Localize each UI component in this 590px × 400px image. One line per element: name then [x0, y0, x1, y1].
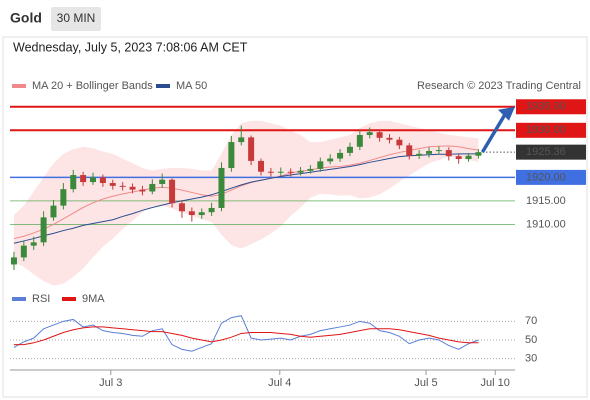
candle-body [327, 158, 334, 162]
candle-body [445, 150, 452, 157]
candle-body [406, 145, 413, 156]
candle-body [277, 171, 284, 173]
candle-body [426, 151, 433, 154]
legend-label: RSI [32, 293, 50, 305]
candle-body [287, 171, 294, 173]
x-tick-label: Jul 10 [481, 377, 510, 389]
candle-body [178, 203, 185, 212]
rsi-ma-line [13, 326, 479, 346]
instrument-title: Gold [10, 10, 42, 26]
candle-body [267, 171, 274, 173]
candle-body [169, 179, 176, 204]
candle-body [317, 161, 324, 169]
candle-body [208, 207, 215, 213]
legend-label: 9MA [82, 293, 105, 305]
candle-body [366, 132, 373, 136]
candle-body [99, 177, 106, 184]
candle-body [376, 132, 383, 138]
candle-body [455, 156, 462, 160]
candle-body [149, 183, 156, 192]
candle-body [10, 257, 17, 265]
chart-layer: MA 20 + Bollinger Bands MA 50 Research © 2… [10, 80, 586, 389]
legend-label: MA 50 [176, 80, 207, 92]
candle-body [80, 175, 87, 183]
legend-swatch [62, 297, 76, 301]
candle-body [297, 170, 304, 173]
timeframe-badge[interactable] [51, 7, 101, 31]
candle-body [50, 205, 57, 218]
candle-body [30, 242, 37, 246]
candle-body [238, 137, 245, 143]
candle-body [119, 185, 126, 187]
candle-body [416, 153, 423, 156]
chart-frame [2, 36, 588, 398]
attribution: Research © 2023 Trading Central [417, 80, 581, 92]
candle-body [40, 217, 47, 243]
x-tick-label: Jul 5 [414, 377, 437, 389]
candle-body [307, 168, 314, 171]
level-label: 1935.00 [526, 101, 566, 113]
candle-body [70, 175, 77, 190]
x-tick-label: Jul 3 [99, 377, 122, 389]
rsi-tick-label: 30 [525, 353, 537, 365]
ma20-line [13, 145, 479, 240]
legend-swatch [12, 297, 26, 301]
candle-body [218, 167, 225, 208]
candle-body [198, 212, 205, 216]
candle-body [435, 150, 442, 152]
candle-body [139, 189, 146, 192]
level-label-box [516, 99, 586, 115]
level-label: 1920.00 [526, 171, 566, 183]
timestamp: Wednesday, July 5, 2023 7:08:06 AM CET [13, 40, 248, 54]
candle-body [159, 179, 166, 184]
forecast-arrowhead [498, 106, 515, 121]
ma50-line [13, 153, 479, 244]
level-label: 1910.00 [526, 218, 566, 230]
rsi-line [13, 315, 479, 352]
level-label: 1915.00 [526, 195, 566, 207]
rsi-tick-label: 70 [525, 315, 537, 327]
candle-body [396, 139, 403, 146]
candle-body [386, 137, 393, 140]
level-label: 1930.00 [526, 124, 566, 136]
level-label-box [516, 169, 586, 185]
candle-body [465, 155, 472, 160]
last-price-box [516, 144, 586, 160]
candle-body [228, 142, 235, 168]
candle-body [129, 186, 136, 190]
forecast-arrow [480, 111, 508, 154]
candle-body [346, 146, 353, 153]
candle-body [356, 135, 363, 147]
legend-label: MA 20 + Bollinger Bands [32, 80, 153, 92]
candle-body [188, 211, 195, 216]
candle-body [60, 189, 67, 206]
candle-body [248, 137, 255, 161]
legend-swatch [12, 84, 26, 88]
candle-body [20, 245, 27, 258]
rsi-tick-label: 50 [525, 334, 537, 346]
level-label-box [516, 122, 586, 138]
legend-swatch [156, 84, 170, 88]
candle-body [475, 152, 482, 156]
x-tick-label: Jul 4 [268, 377, 291, 389]
candle-body [337, 152, 344, 159]
timeframe-label[interactable]: 30 MIN [57, 11, 96, 25]
last-price-label: 1925.36 [526, 146, 566, 158]
candle-body [90, 177, 97, 183]
candle-body [258, 160, 265, 172]
candle-body [109, 183, 116, 186]
